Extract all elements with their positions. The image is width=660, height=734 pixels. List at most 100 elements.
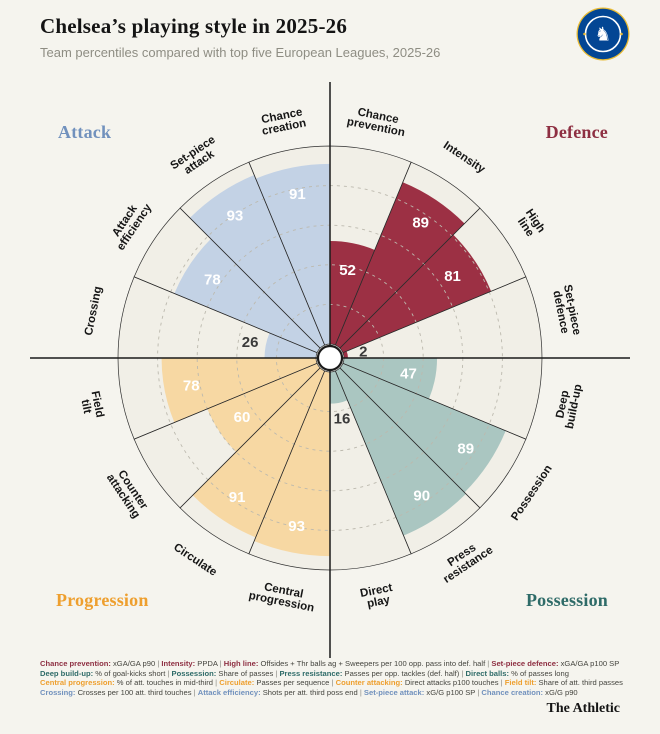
value-intensity: 89 (412, 214, 429, 231)
value-direct-play: 16 (334, 410, 351, 427)
metric-desc: Share of att. third passes (538, 678, 623, 688)
axis-label-circulate: Circulate (171, 541, 219, 578)
slice-value-counter-attacking (207, 363, 321, 452)
separator: | (459, 668, 466, 678)
axis-label-possession: Possession (509, 463, 554, 523)
metric-desc: Share of passes (218, 668, 274, 678)
pizza-chart: 52 89 81 2 47 89 90 16 93 91 60 78 26 78 93 91 Chancepre… (30, 82, 630, 658)
axis-label-direct-play: Directplay (359, 582, 396, 611)
page-subtitle: Team percentiles compared with top five … (40, 45, 441, 60)
slice-outline-chance-prevention (329, 145, 412, 346)
slice-outline-deep-build-up (342, 357, 543, 440)
metric-desc: Passes per sequence (256, 678, 330, 688)
metric-term: Press resistance: (279, 668, 345, 678)
separator: | (485, 659, 492, 668)
axis-label-chance-prevention: Chanceprevention (346, 105, 408, 140)
value-press-resistance: 90 (413, 487, 430, 504)
metric-term: Deep build-up: (40, 668, 96, 678)
metric-term: Set-piece attack: (363, 688, 427, 698)
separator: | (475, 688, 482, 698)
value-attack-efficiency: 78 (204, 271, 221, 288)
slice-outline-central-progression (248, 370, 331, 571)
metric-desc: xGA/GA p90 (113, 659, 156, 668)
quadrant-label-progression: Progression (56, 590, 149, 610)
metric-desc: Direct attacks p100 touches (404, 678, 499, 688)
slice-outline-chance-creation (248, 145, 331, 346)
slice-outline-intensity (334, 161, 481, 349)
value-central-progression: 93 (288, 518, 305, 535)
slice-outline-set-piece-attack (179, 161, 326, 349)
value-crossing: 26 (242, 334, 259, 351)
slice-outline-field-tilt (117, 357, 318, 440)
slice-value-chance-prevention (330, 241, 375, 346)
quadrant-label-possession: Possession (525, 590, 608, 610)
metric-term: Attack efficiency: (197, 688, 263, 698)
separator: | (498, 678, 505, 688)
footer-definitions-line: Deep build-up: % of goal-kicks short | P… (40, 669, 640, 679)
separator: | (217, 659, 224, 668)
slice-value-chance-creation (255, 163, 330, 346)
metric-desc: Offsides + Thr balls ag + Sweepers per 1… (260, 659, 486, 668)
quadrant-label-attack: Attack (58, 122, 112, 142)
slice-value-high-line (339, 234, 492, 353)
metric-term: Field tilt: (504, 678, 539, 688)
metric-term: Intensity: (161, 659, 198, 668)
metric-term: Chance prevention: (40, 659, 113, 668)
metric-desc: xG/G p90 (545, 688, 578, 698)
footer-definitions-line: Chance prevention: xGA/GA p90 | Intensit… (40, 659, 640, 669)
separator: | (213, 678, 220, 688)
separator: | (273, 668, 280, 678)
page-title: Chelsea’s playing style in 2025-26 (40, 14, 348, 38)
separator: | (191, 688, 198, 698)
crest-dot-left (583, 32, 586, 36)
value-circulate: 91 (229, 489, 246, 506)
metric-desc: xG/G p100 SP (426, 688, 476, 698)
value-set-piece-attack: 93 (227, 208, 244, 225)
slice-value-circulate (192, 367, 325, 538)
crest-lion-icon: ♞ (594, 25, 611, 46)
separator: | (329, 678, 336, 688)
separator: | (165, 668, 172, 678)
metric-term: Set-piece defence: (491, 659, 561, 668)
metric-desc: % of passes long (511, 668, 569, 678)
slice-outline-direct-play (329, 370, 412, 571)
axis-label-chance-creation: Chancecreation (259, 106, 307, 138)
footer-definitions-line: Crossing: Crosses per 100 att. third tou… (40, 688, 640, 698)
axis-label-central-progression: Centralprogression (248, 579, 318, 615)
header: Chelsea’s playing style in 2025-26 Team … (40, 14, 440, 60)
metric-desc: Shots per att. third poss end (262, 688, 358, 698)
slice-value-attack-efficiency (174, 238, 321, 353)
slice-outline-circulate (179, 367, 326, 555)
slice-value-field-tilt (161, 358, 318, 423)
separator: | (155, 659, 162, 668)
metric-desc: PPDA (197, 659, 218, 668)
metric-term: Chance creation: (481, 688, 546, 698)
metric-term: High line: (223, 659, 261, 668)
slice-track-direct-play (330, 370, 412, 570)
value-chance-prevention: 52 (339, 262, 356, 279)
axis-label-set-piece-attack: Set-pieceattack (168, 134, 224, 182)
publication-brand: The Athletic (546, 701, 621, 716)
slice-value-crossing (264, 332, 318, 358)
separator: | (357, 688, 364, 698)
value-deep-build-up: 47 (400, 366, 417, 383)
axis-label-crossing: Crossing (83, 285, 104, 336)
axis-label-deep-build-up: Deepbuild-up (553, 381, 585, 430)
chelsea-crest-icon: ♞ (576, 7, 630, 61)
chelsea-crest: ♞ (576, 7, 630, 61)
axis-label-field-tilt: Fieldtilt (77, 390, 105, 421)
metric-term: Central progression: (40, 678, 117, 688)
value-counter-attacking: 60 (234, 409, 251, 426)
slice-value-set-piece-attack (189, 174, 325, 349)
axis-label-intensity: Intensity (441, 139, 487, 176)
slice-outline-attack-efficiency (133, 207, 321, 354)
metric-desc: % of goal-kicks short (95, 668, 166, 678)
slice-value-possession (339, 363, 506, 493)
metric-definitions: Chance prevention: xGA/GA p90 | Intensit… (40, 659, 640, 698)
value-high-line: 81 (444, 268, 461, 285)
metric-term: Circulate: (219, 678, 257, 688)
value-field-tilt: 78 (183, 378, 200, 395)
slice-value-central-progression (254, 370, 330, 557)
slice-value-intensity (335, 182, 465, 349)
